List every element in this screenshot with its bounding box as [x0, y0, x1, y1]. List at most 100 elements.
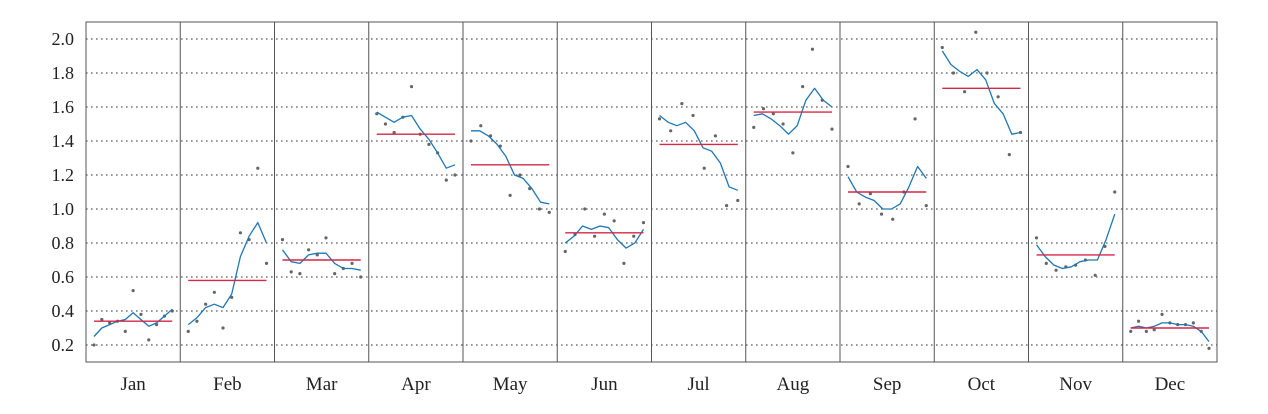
series-line [1035, 213, 1116, 270]
series-line [564, 225, 645, 249]
data-point [147, 338, 151, 342]
x-tick-label: May [493, 374, 528, 395]
data-point [771, 112, 775, 116]
data-point [100, 317, 104, 322]
y-tick-label: 1.0 [52, 199, 75, 219]
month-panels [92, 30, 1211, 350]
series-line [187, 221, 268, 326]
data-point [963, 90, 967, 94]
data-point [383, 122, 388, 126]
y-tick-label: 0.4 [52, 301, 75, 321]
y-axis-ticks: 0.2 0.4 0.6 0.8 1.0 1.2 1.4 1.6 1.8 2.0 [52, 29, 75, 355]
data-point [602, 212, 606, 216]
series-line [753, 87, 833, 135]
data-point [123, 329, 127, 333]
y-tick-label: 0.2 [52, 335, 75, 355]
data-point [221, 326, 225, 330]
data-point [469, 139, 473, 143]
x-tick-label: Apr [401, 374, 431, 395]
data-point [632, 234, 636, 238]
y-tick-label: 0.8 [52, 233, 75, 253]
data-point [1044, 261, 1048, 265]
data-point [691, 113, 695, 118]
x-tick-label: Jan [120, 374, 146, 395]
data-point [392, 130, 396, 135]
data-point [1034, 236, 1039, 240]
y-tick-label: 1.6 [52, 97, 75, 117]
data-point [1007, 153, 1011, 157]
month-panel-may [469, 124, 551, 214]
data-point [612, 219, 616, 223]
plot-frame [85, 21, 1218, 363]
data-point [1207, 346, 1211, 350]
data-point [1191, 321, 1195, 325]
series-line [847, 165, 927, 210]
y-tick-label: 2.0 [52, 29, 75, 49]
data-point [289, 270, 293, 274]
data-point [996, 95, 1000, 99]
series-line [659, 114, 739, 191]
data-point [212, 290, 216, 294]
x-tick-label: Jul [688, 374, 710, 395]
data-point [974, 30, 978, 34]
data-point [1093, 273, 1097, 277]
x-tick-label: Oct [968, 374, 996, 395]
month-panel-nov [1034, 190, 1117, 277]
data-point [350, 261, 354, 265]
data-point [791, 151, 795, 155]
grid [85, 21, 1218, 363]
data-point [940, 45, 944, 50]
data-point [669, 129, 673, 133]
series-line [941, 50, 1021, 135]
data-point [230, 295, 234, 299]
data-point [359, 275, 363, 279]
data-point [508, 193, 512, 197]
data-point [724, 204, 729, 208]
x-tick-label: Feb [213, 374, 242, 395]
data-point [453, 173, 457, 177]
data-point [622, 261, 626, 265]
data-point [324, 236, 328, 240]
data-point [315, 253, 319, 257]
data-point [264, 261, 269, 265]
data-point [830, 127, 834, 131]
data-point [131, 289, 135, 293]
data-point [846, 164, 850, 169]
data-point [333, 272, 337, 276]
data-point [868, 192, 872, 196]
data-point [204, 302, 208, 306]
data-point [563, 249, 567, 254]
data-point [1144, 329, 1148, 333]
data-point [713, 134, 717, 138]
month-panel-jun [563, 207, 646, 265]
data-point [1054, 268, 1058, 272]
data-point [427, 142, 431, 146]
data-point [879, 212, 884, 216]
data-point [752, 125, 756, 129]
data-point [761, 107, 766, 111]
data-point [1136, 319, 1141, 323]
series-line [1130, 322, 1210, 342]
data-point [92, 343, 96, 347]
data-point [547, 210, 551, 214]
month-panel-mar [280, 236, 363, 279]
data-point [1152, 328, 1156, 332]
data-point [1129, 329, 1133, 333]
data-point [891, 217, 895, 221]
data-point [518, 173, 522, 177]
month-panel-jul [657, 102, 740, 208]
data-point [537, 207, 542, 211]
series-line [281, 249, 361, 271]
data-point [1113, 190, 1117, 194]
data-point [479, 124, 483, 128]
data-point [781, 122, 785, 126]
x-tick-label: Dec [1155, 374, 1186, 395]
data-point [657, 117, 662, 121]
month-panel-sep [846, 117, 928, 221]
data-point [444, 178, 448, 182]
data-point [951, 71, 956, 75]
data-point [913, 117, 917, 121]
data-point [280, 238, 285, 242]
data-point [139, 312, 143, 316]
